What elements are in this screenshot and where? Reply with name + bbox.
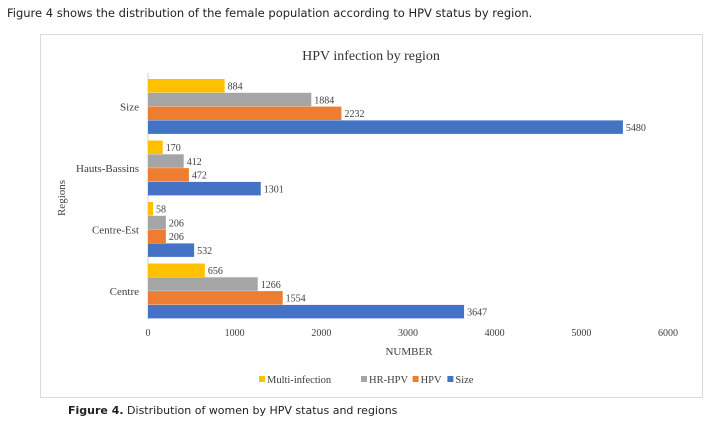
bar (148, 304, 465, 319)
data-label: 1884 (314, 95, 334, 106)
caption-text: Distribution of women by HPV status and … (123, 404, 398, 417)
chart-title: HPV infection by region (302, 49, 440, 64)
legend-swatch (361, 376, 367, 382)
legend-swatch (447, 376, 454, 382)
x-ticks-group: 0 1000 2000 3000 4000 5000 6000 (146, 328, 679, 339)
category-label: Centre-Est (92, 225, 139, 237)
bar (148, 92, 312, 107)
category-label: Hauts-Bassins (76, 163, 139, 175)
data-label: 5480 (626, 123, 646, 134)
data-label: 884 (228, 82, 243, 93)
data-label: 412 (187, 157, 202, 168)
bar (148, 263, 205, 277)
data-label: 170 (166, 143, 181, 154)
legend-label: Size (455, 375, 473, 386)
category-label: Size (120, 102, 139, 114)
bar (148, 140, 163, 154)
data-label: 1554 (286, 294, 306, 305)
bars-group: 8841884223254801704124721301582062065326… (148, 79, 646, 319)
category-label: Centre (110, 286, 139, 298)
data-label: 3647 (467, 307, 487, 318)
category-labels-group: Size Hauts-Bassins Centre-Est Centre (76, 102, 139, 299)
y-axis-label: Regions (56, 180, 68, 216)
bar (148, 202, 154, 216)
intro-text: Figure 4 shows the distribution of the f… (7, 6, 533, 20)
data-label: 206 (169, 218, 184, 229)
bar (148, 229, 166, 244)
legend-label: HPV (421, 375, 442, 386)
data-label: 656 (208, 266, 223, 277)
legend-label: HR-HPV (369, 375, 409, 386)
bar (148, 277, 258, 291)
bar (148, 168, 189, 182)
x-tick-label: 3000 (398, 328, 418, 339)
data-label: 1266 (261, 280, 281, 291)
x-tick-label: 0 (146, 328, 151, 339)
data-label: 206 (169, 232, 184, 243)
bar-chart: HPV infection by region Regions NUMBER 8… (56, 49, 679, 386)
bar (148, 154, 184, 168)
data-label: 2232 (344, 109, 364, 120)
figure-caption: Figure 4. Distribution of women by HPV s… (68, 404, 397, 417)
bar (148, 243, 195, 257)
bar (148, 79, 225, 93)
chart-frame: HPV infection by region Regions NUMBER 8… (40, 34, 703, 398)
x-axis-label: NUMBER (385, 346, 433, 358)
x-tick-label: 5000 (571, 328, 591, 339)
bar (148, 120, 623, 134)
data-label: 58 (156, 205, 166, 216)
x-tick-label: 4000 (485, 328, 505, 339)
legend-swatch (412, 376, 419, 382)
bar (148, 181, 261, 196)
bar (148, 215, 166, 230)
x-tick-label: 1000 (225, 328, 245, 339)
legend-swatch (259, 376, 265, 382)
caption-label: Figure 4. (68, 404, 124, 417)
bar (148, 106, 342, 121)
data-label: 472 (192, 171, 207, 182)
data-label: 532 (197, 246, 212, 257)
legend: Multi-infection HR-HPV HPV Size (259, 375, 474, 386)
x-tick-label: 2000 (311, 328, 331, 339)
legend-label: Multi-infection (267, 375, 332, 386)
bar (148, 291, 283, 305)
data-label: 1301 (264, 184, 284, 195)
x-tick-label: 6000 (658, 328, 678, 339)
